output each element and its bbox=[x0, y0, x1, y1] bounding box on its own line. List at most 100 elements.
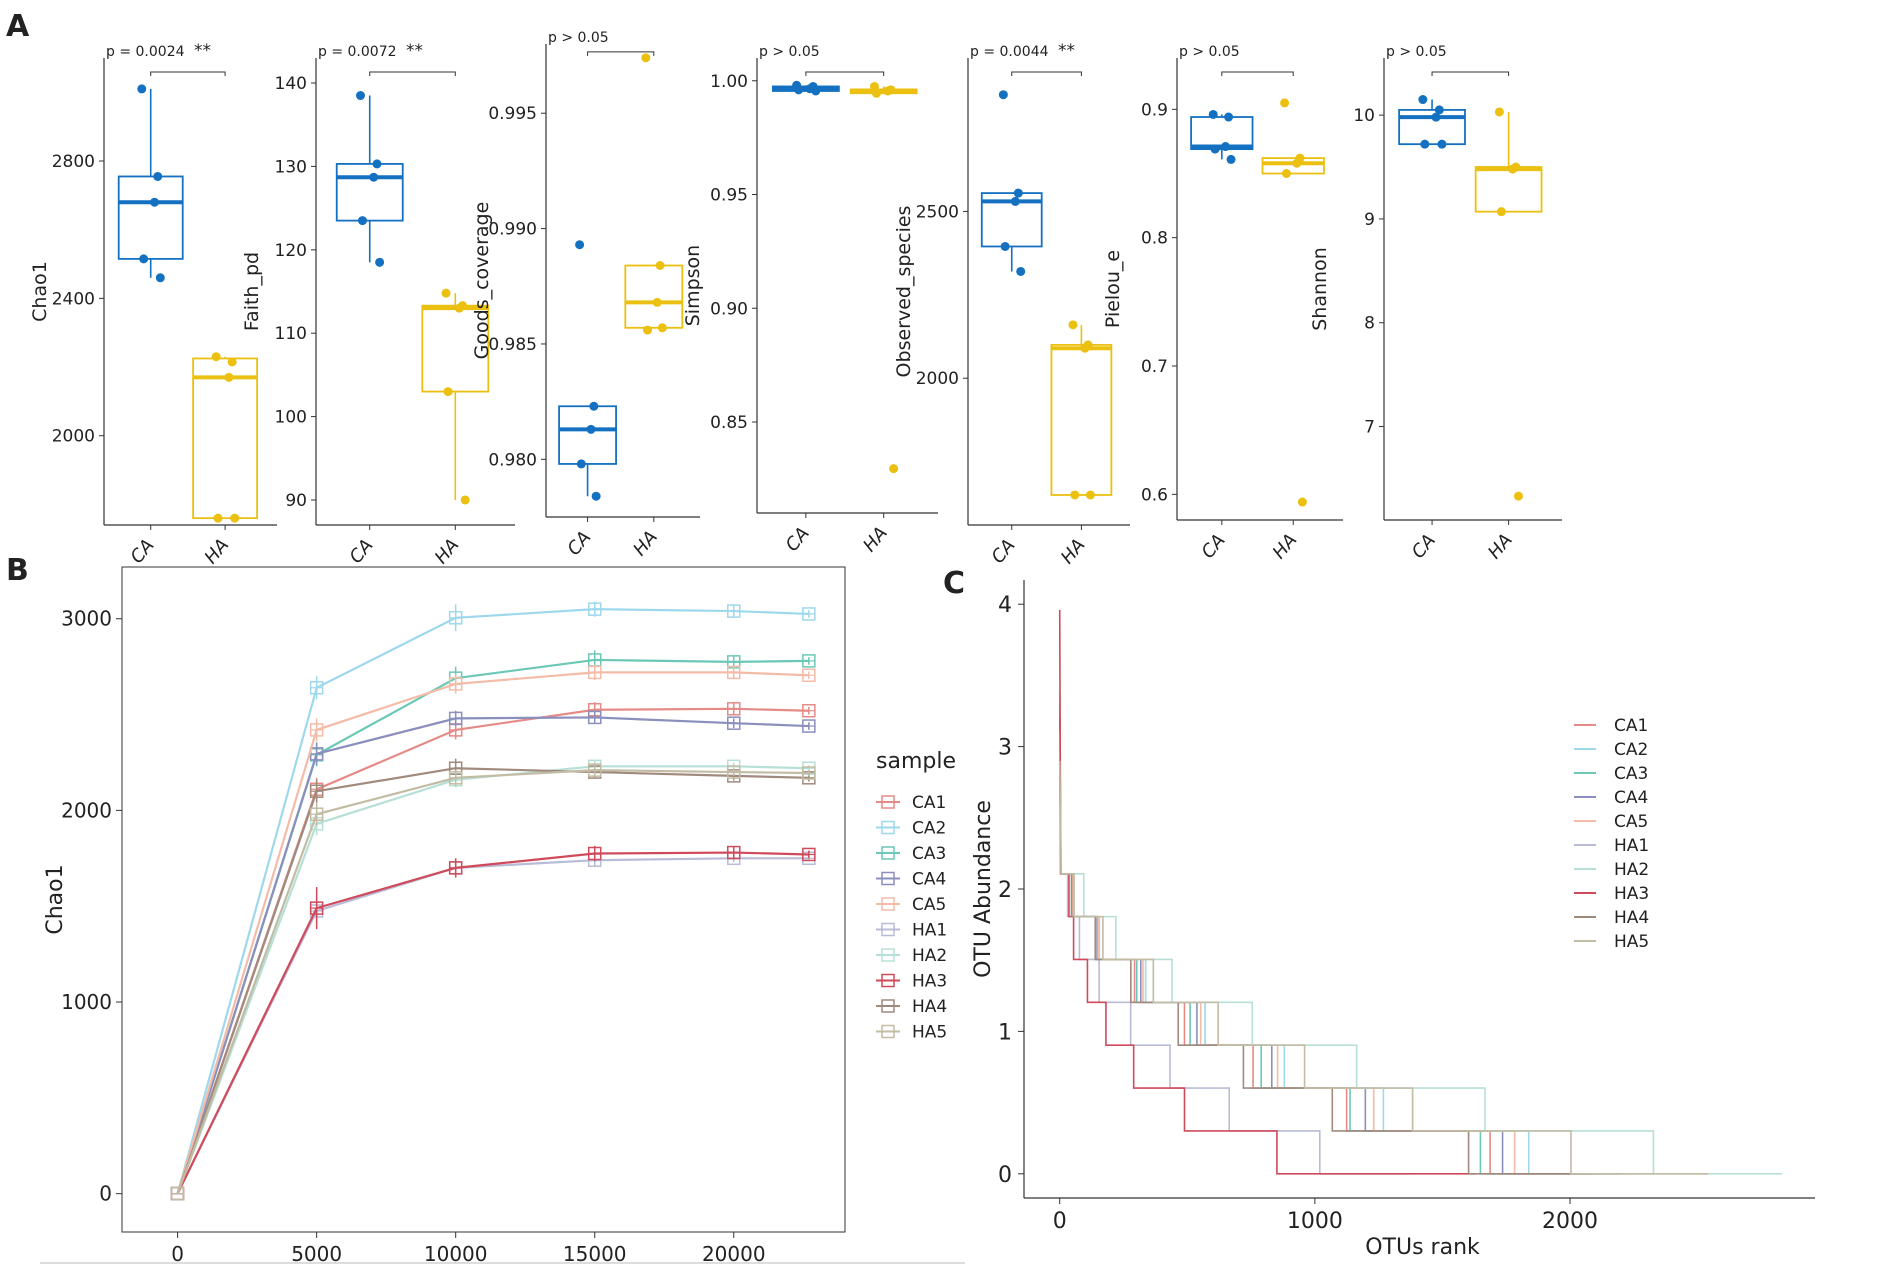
y-tick-label: 0 bbox=[99, 1182, 112, 1206]
legend-label: HA2 bbox=[912, 946, 947, 966]
series-line bbox=[176, 671, 809, 1194]
p-value-label: p > 0.05 bbox=[759, 44, 820, 60]
y-axis-title: Pielou_e bbox=[1102, 250, 1124, 328]
data-point bbox=[1508, 164, 1518, 174]
p-value-label: p > 0.05 bbox=[1386, 44, 1447, 60]
significance-bracket bbox=[587, 51, 655, 56]
legend-label: HA3 bbox=[912, 972, 947, 992]
y-tick-label: 3 bbox=[998, 736, 1012, 761]
series-line bbox=[176, 608, 809, 1194]
y-tick-label: 10 bbox=[1353, 106, 1375, 126]
legend-item-ca1: CA1 bbox=[876, 793, 946, 813]
data-point bbox=[655, 261, 665, 271]
x-tick-label: 20000 bbox=[702, 1242, 766, 1266]
y-tick-label: 1000 bbox=[61, 990, 112, 1014]
legend-label: HA1 bbox=[912, 921, 947, 941]
legend-item-ha2: HA2 bbox=[876, 946, 947, 966]
series-line bbox=[176, 767, 809, 1195]
data-point bbox=[369, 172, 379, 182]
data-point bbox=[1292, 158, 1302, 168]
data-point bbox=[372, 159, 382, 169]
series-line bbox=[176, 851, 809, 1195]
legend-label: HA4 bbox=[1614, 908, 1649, 928]
y-tick-label: 100 bbox=[275, 408, 307, 428]
legend-item-ca4: CA4 bbox=[876, 870, 946, 890]
box-ca bbox=[117, 84, 184, 283]
series-line bbox=[176, 716, 809, 1195]
data-point bbox=[1437, 139, 1447, 149]
data-point bbox=[1221, 142, 1231, 152]
legend-item-ha2: HA2 bbox=[1574, 860, 1649, 880]
y-tick-label: 0.90 bbox=[710, 299, 748, 319]
legend-label: CA1 bbox=[912, 793, 946, 813]
legend-label: HA2 bbox=[1614, 860, 1649, 880]
legend-swatch-marker bbox=[881, 973, 895, 988]
data-point bbox=[224, 372, 234, 382]
iqr-box bbox=[421, 304, 490, 393]
data-point bbox=[589, 401, 599, 411]
y-tick-label: 4 bbox=[998, 593, 1012, 618]
y-tick-label: 2000 bbox=[52, 427, 95, 447]
legend-label: HA5 bbox=[912, 1023, 947, 1043]
y-tick-label: 0 bbox=[998, 1163, 1012, 1188]
legend-item-ha3: HA3 bbox=[876, 972, 947, 992]
data-point bbox=[1085, 490, 1095, 500]
y-tick-label: 140 bbox=[275, 74, 307, 94]
data-point bbox=[1297, 497, 1307, 507]
data-point bbox=[1496, 207, 1506, 217]
y-tick-label: 0.85 bbox=[710, 413, 748, 433]
y-tick-label: 3000 bbox=[61, 607, 112, 631]
y-axis-title: Goods_coverage bbox=[471, 202, 493, 360]
significance-bracket bbox=[805, 71, 885, 76]
y-tick-label: 0.95 bbox=[710, 186, 748, 206]
p-value-label: p > 0.05 bbox=[548, 30, 609, 46]
significance-stars: ** bbox=[194, 41, 211, 61]
panel-label-b: B bbox=[6, 553, 29, 588]
series-curve bbox=[1058, 609, 1476, 1175]
box-ha bbox=[1261, 98, 1325, 507]
y-axis-title: Shannon bbox=[1309, 247, 1331, 331]
data-point bbox=[1280, 98, 1290, 108]
box-ca bbox=[771, 80, 840, 96]
data-point bbox=[1068, 320, 1078, 330]
data-point bbox=[883, 86, 893, 96]
data-point bbox=[137, 84, 147, 94]
panel-c-rank-abundance: 0 1 2 3 4 0 1000 2000 OTUs rank OTU Abundance CA1 C… bbox=[971, 580, 1815, 1260]
y-tick-label: 0.980 bbox=[488, 450, 537, 470]
legend-swatch-marker bbox=[881, 897, 895, 911]
data-point bbox=[586, 424, 596, 434]
iqr-box bbox=[1050, 343, 1113, 496]
legend-label: HA5 bbox=[1614, 932, 1649, 952]
y-tick-label: 9 bbox=[1364, 210, 1375, 230]
legend-label: CA5 bbox=[912, 895, 946, 915]
series-ha5 bbox=[1058, 760, 1708, 1175]
y-tick-label: 0.7 bbox=[1141, 357, 1168, 377]
legend-label: CA5 bbox=[1614, 812, 1648, 832]
box-ha bbox=[421, 288, 490, 505]
y-axis-title: Simpson bbox=[682, 245, 704, 326]
data-point bbox=[1208, 109, 1218, 119]
data-point bbox=[1224, 112, 1234, 122]
data-point bbox=[1420, 139, 1430, 149]
iqr-box bbox=[335, 163, 404, 222]
y-axis-title: Faith_pd bbox=[241, 252, 263, 331]
y-tick-label: 0.990 bbox=[488, 220, 537, 240]
data-point bbox=[460, 495, 470, 505]
data-point bbox=[155, 273, 165, 283]
x-tick-label: 15000 bbox=[563, 1242, 627, 1266]
data-point bbox=[1281, 169, 1291, 178]
y-axis-title: Observed_species bbox=[893, 206, 915, 378]
legend-label: CA4 bbox=[912, 870, 946, 890]
y-tick-label: 2400 bbox=[52, 289, 95, 309]
legend-swatch-marker bbox=[881, 922, 895, 937]
panel-b-rarefaction: 0 1000 2000 3000 0 5000 10000 15000 20000 Chao1 sa… bbox=[40, 566, 965, 1266]
data-point bbox=[357, 216, 367, 226]
y-tick-label: 2 bbox=[998, 878, 1012, 903]
series-ca2 bbox=[170, 601, 816, 1201]
legend-item-ha4: HA4 bbox=[876, 997, 947, 1017]
iqr-box bbox=[1474, 166, 1543, 213]
